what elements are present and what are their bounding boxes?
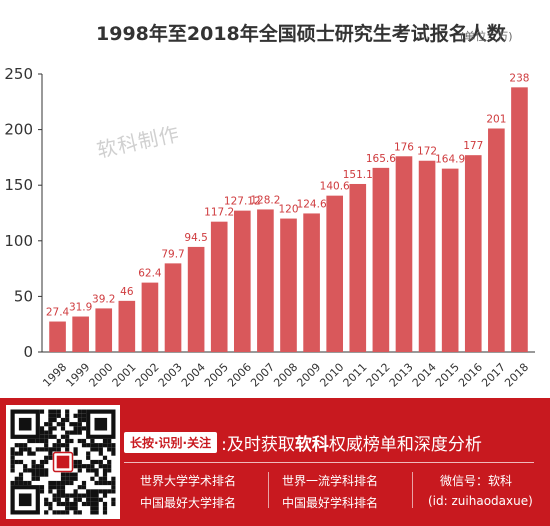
x-tick-label: 2014 bbox=[410, 361, 439, 390]
data-label-2009: 124.6 bbox=[297, 198, 327, 210]
link-china-university-ranking[interactable]: 中国最好大学排名 bbox=[140, 496, 237, 510]
x-tick-label: 2013 bbox=[387, 361, 416, 390]
x-tick-label: 2017 bbox=[479, 361, 508, 390]
tagline: 长按·识别·关注 :及时获取软科权威榜单和深度分析 bbox=[124, 428, 482, 456]
wechat-account: 微信号：软科 bbox=[440, 474, 513, 488]
x-tick-label: 1998 bbox=[40, 361, 69, 390]
divider bbox=[124, 462, 534, 463]
x-tick-label: 2004 bbox=[179, 361, 208, 390]
x-tick-label: 2003 bbox=[156, 361, 185, 390]
bar-2002 bbox=[141, 282, 159, 352]
bar-2005 bbox=[210, 221, 228, 352]
x-tick-label: 2006 bbox=[225, 361, 254, 390]
footer-banner: 长按·识别·关注 :及时获取软科权威榜单和深度分析 世界大学学术排名 中国最好大… bbox=[0, 398, 550, 526]
data-label-1999: 31.9 bbox=[69, 302, 92, 314]
x-tick-label: 2012 bbox=[364, 361, 393, 390]
bar-2011 bbox=[349, 183, 367, 352]
bar-2006 bbox=[233, 210, 251, 352]
data-label-2002: 62.4 bbox=[138, 268, 162, 280]
data-label-2007: 128.2 bbox=[250, 194, 280, 206]
bar-2014 bbox=[418, 160, 436, 352]
follow-badge: 长按·识别·关注 bbox=[124, 431, 218, 453]
tagline-text: :及时获取软科权威榜单和深度分析 bbox=[221, 430, 482, 455]
x-tick-label: 2007 bbox=[248, 361, 277, 390]
chart-title: 1998年至2018年全国硕士研究生考试报名人数 bbox=[96, 22, 507, 45]
data-labels: 27.4 31.939.2 46 62.4 79.794.5 117.2127.12128… bbox=[46, 72, 530, 318]
bar-2007 bbox=[257, 209, 274, 352]
data-label-2011: 151.1 bbox=[343, 169, 373, 181]
bar-2015 bbox=[441, 168, 459, 352]
data-label-2015: 164.9 bbox=[435, 154, 465, 166]
data-label-2016: 177 bbox=[463, 140, 483, 152]
x-tick-label: 2015 bbox=[433, 361, 462, 390]
wechat-id: (id: zuihaodaxue) bbox=[428, 494, 533, 508]
data-label-2012: 165.6 bbox=[366, 153, 396, 165]
y-tick-label: 200 bbox=[4, 121, 33, 139]
x-tick-label: 2018 bbox=[502, 361, 531, 390]
chart-area: 1998年至2018年全国硕士研究生考试报名人数 (单位：万) 0 50 100 15… bbox=[4, 22, 535, 390]
data-label-2000: 39.2 bbox=[92, 293, 115, 305]
link-china-subject-ranking[interactable]: 中国最好学科排名 bbox=[282, 496, 379, 510]
data-label-2008: 120 bbox=[278, 204, 298, 216]
x-tick-label: 2016 bbox=[456, 361, 485, 390]
data-label-2001: 46 bbox=[120, 286, 134, 298]
y-tick-label: 150 bbox=[4, 176, 33, 194]
data-label-2004: 94.5 bbox=[184, 232, 207, 244]
bar-2010 bbox=[326, 195, 344, 352]
separator-1 bbox=[268, 472, 269, 508]
x-tick-label: 2001 bbox=[110, 361, 139, 390]
y-tick-label: 0 bbox=[23, 343, 33, 361]
data-label-2005: 117.2 bbox=[204, 207, 234, 219]
bar-2016 bbox=[464, 155, 482, 352]
bar-1999 bbox=[72, 316, 89, 352]
bar-chart: 1998年至2018年全国硕士研究生考试报名人数 (单位：万) 0 50 100 15… bbox=[4, 22, 535, 390]
x-tick-label: 2005 bbox=[202, 361, 231, 390]
bar-2008 bbox=[280, 218, 297, 352]
x-tick-label: 2008 bbox=[271, 361, 300, 390]
tagline-suffix: 权威榜单和深度分析 bbox=[328, 434, 482, 455]
x-tick-label: 2011 bbox=[341, 361, 370, 390]
bar-2013 bbox=[395, 156, 413, 352]
link-world-university-ranking[interactable]: 世界大学学术排名 bbox=[140, 474, 237, 488]
bar-2017 bbox=[488, 128, 505, 352]
x-tick-label: 1999 bbox=[63, 361, 92, 390]
y-tick-label: 250 bbox=[4, 65, 33, 83]
unit-label: (单位：万) bbox=[460, 29, 513, 43]
tagline-prefix: :及时获取 bbox=[221, 434, 295, 455]
qr-code-icon[interactable] bbox=[6, 405, 120, 519]
link-world-subject-ranking[interactable]: 世界一流学科排名 bbox=[282, 474, 379, 488]
data-label-2014: 172 bbox=[417, 146, 437, 158]
bar-2004 bbox=[187, 246, 205, 352]
tagline-brand: 软科 bbox=[294, 434, 329, 455]
bar-2009 bbox=[303, 213, 320, 352]
data-label-2006: 127.12 bbox=[224, 196, 261, 208]
x-tick-label: 2000 bbox=[87, 361, 116, 390]
data-label-1998: 27.4 bbox=[46, 307, 70, 319]
bar-2003 bbox=[164, 263, 182, 352]
bars bbox=[49, 87, 528, 353]
x-ticks: 1998199920002001200220032004200520062007… bbox=[40, 361, 531, 390]
x-tick-label: 2010 bbox=[317, 361, 346, 390]
data-label-2018: 238 bbox=[509, 72, 529, 84]
data-label-2017: 201 bbox=[486, 113, 506, 125]
bar-1998 bbox=[49, 321, 66, 352]
data-label-2003: 79.7 bbox=[161, 248, 184, 260]
x-tick-label: 2009 bbox=[294, 361, 323, 390]
bar-2012 bbox=[372, 167, 390, 352]
y-tick-label: 100 bbox=[4, 232, 33, 250]
bar-2000 bbox=[95, 308, 113, 352]
bar-2001 bbox=[118, 300, 136, 352]
separator-2 bbox=[412, 472, 413, 508]
data-label-2010: 140.6 bbox=[320, 181, 350, 193]
bar-2018 bbox=[511, 87, 528, 353]
y-tick-label: 50 bbox=[14, 287, 33, 305]
data-label-2013: 176 bbox=[394, 141, 414, 153]
y-ticks: 0 50 100 150 200 250 bbox=[4, 65, 42, 361]
x-tick-label: 2002 bbox=[133, 361, 162, 390]
